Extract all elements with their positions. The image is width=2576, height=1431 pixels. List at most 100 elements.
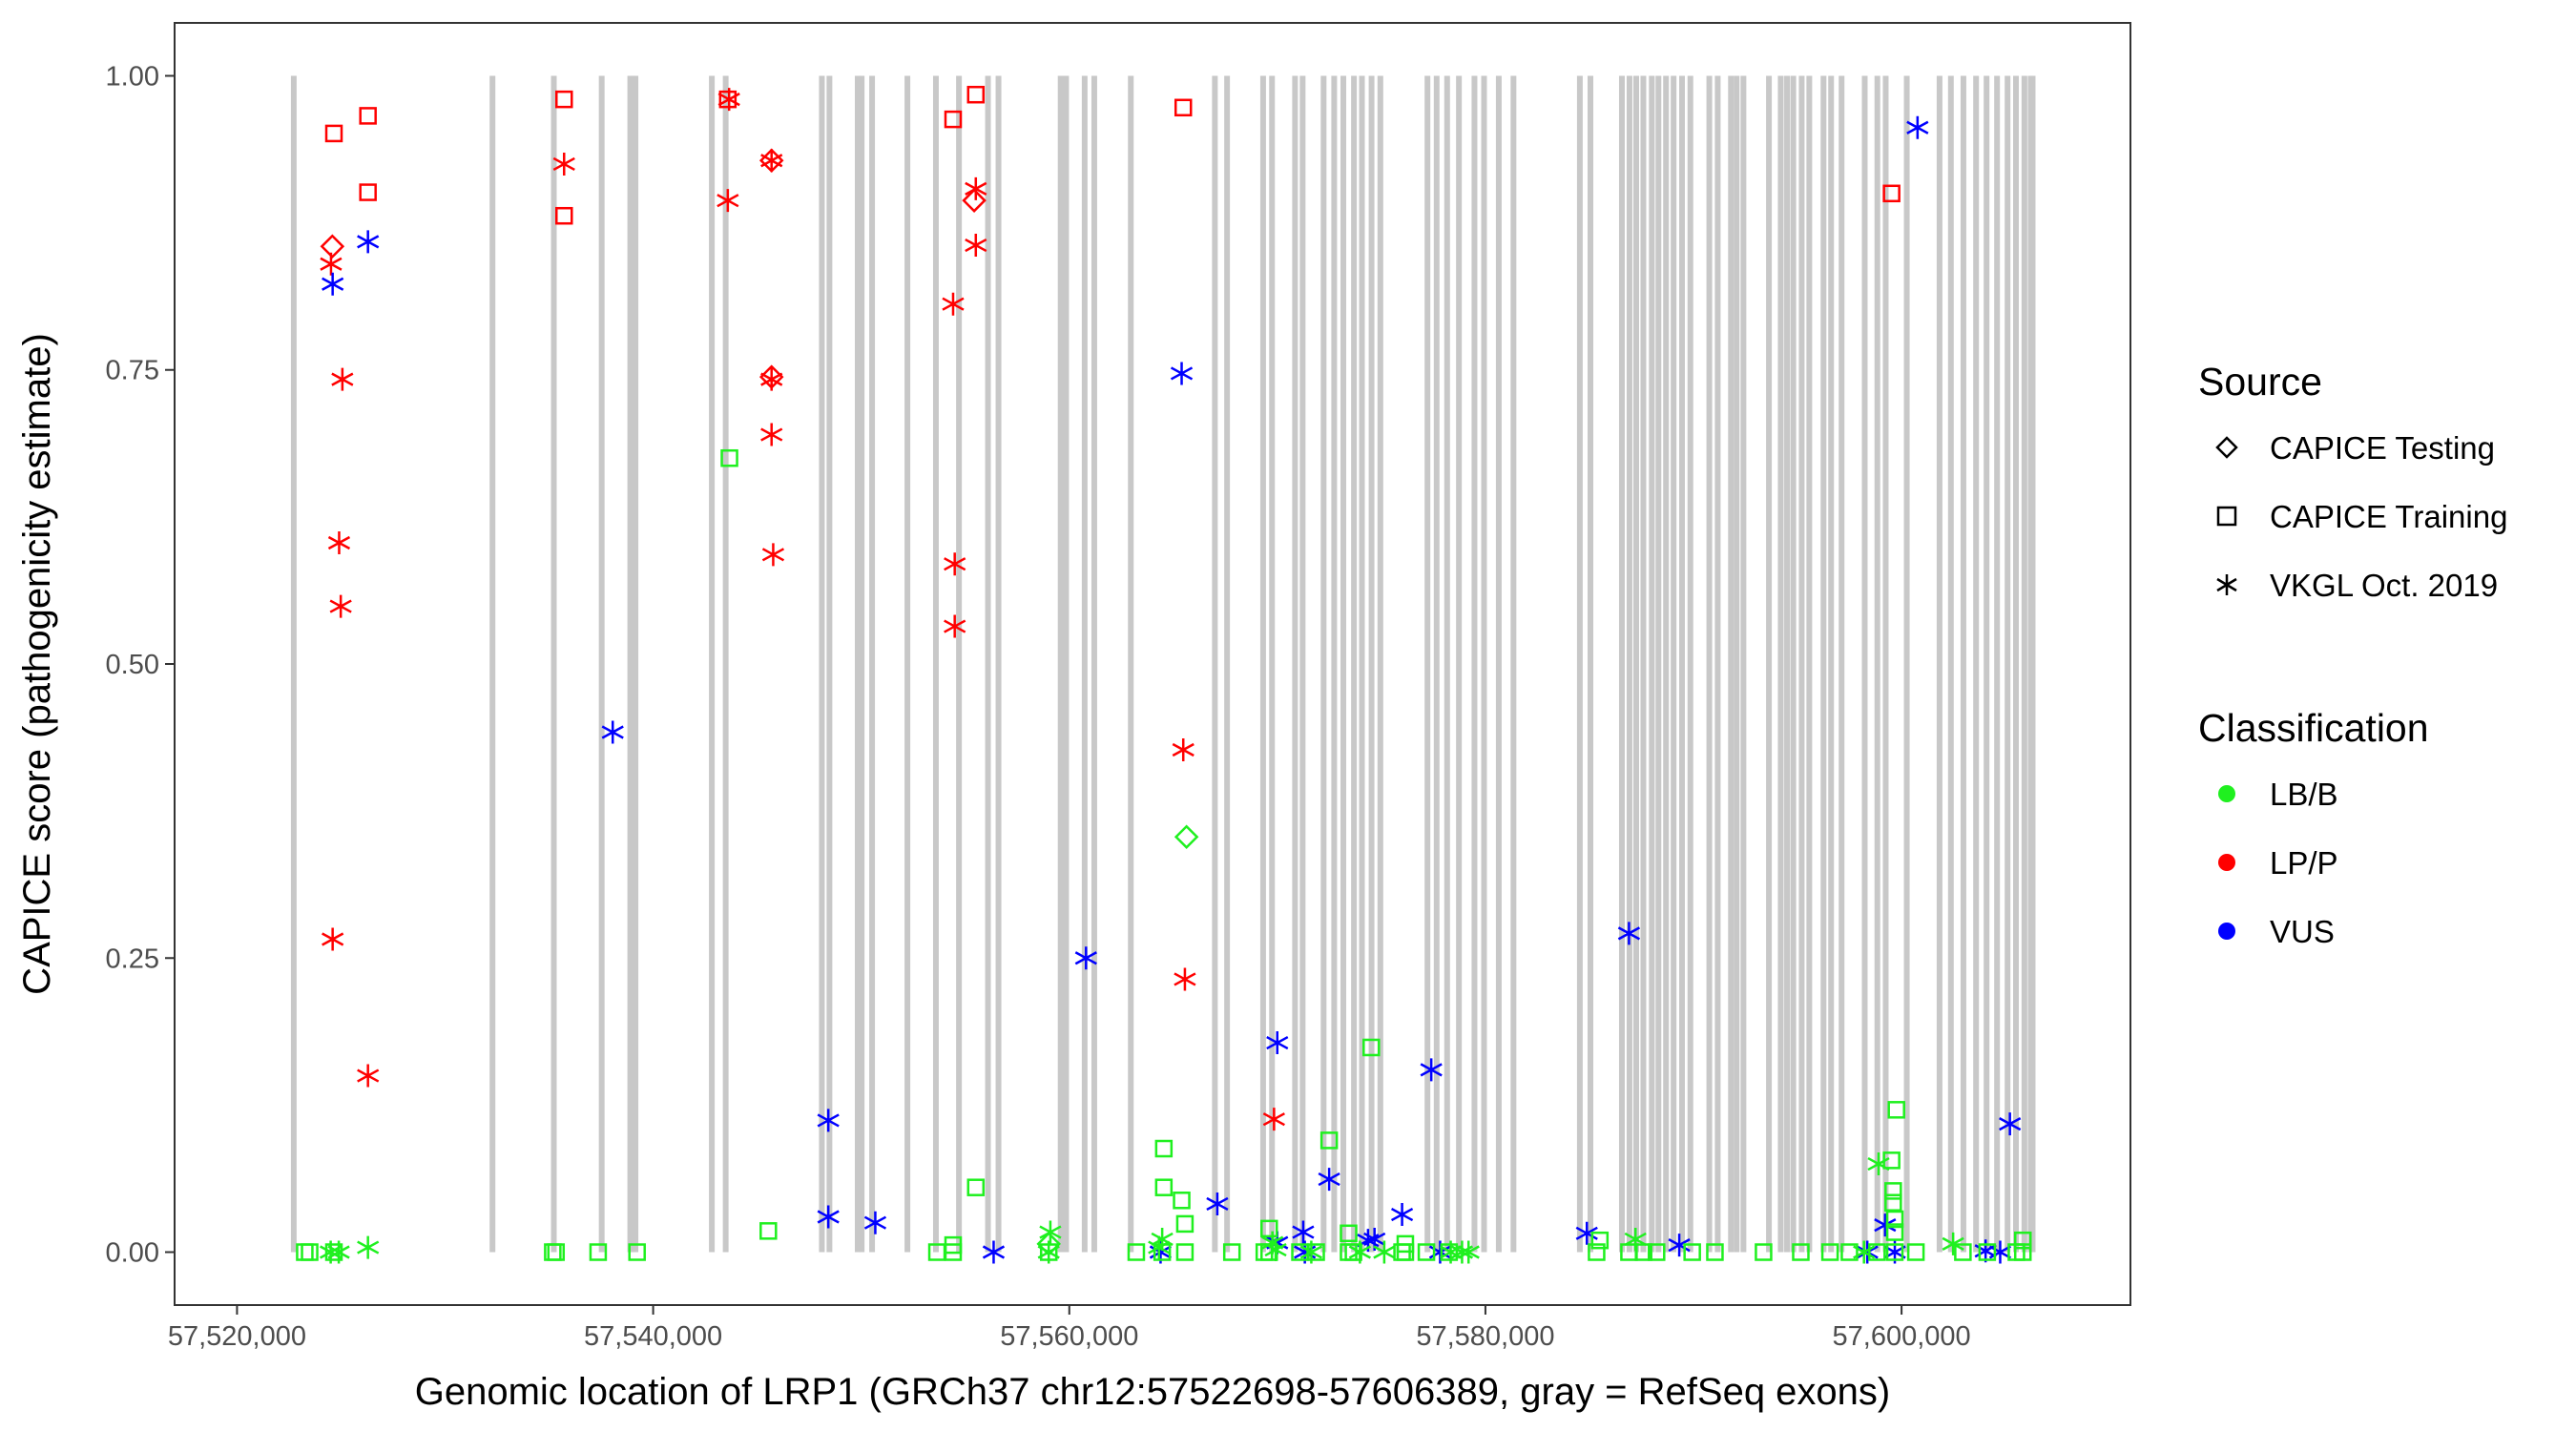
y-tick-label: 1.00: [106, 61, 159, 92]
exon-bar: [551, 75, 557, 1253]
data-point-asterisk: [331, 367, 354, 391]
data-point-square: [2013, 1243, 2032, 1261]
exon-bar: [1633, 75, 1640, 1253]
exon-bar: [1839, 75, 1845, 1253]
data-point-square: [1175, 1243, 1195, 1261]
data-point-square: [1590, 1231, 1610, 1250]
data-point-square: [1175, 1214, 1195, 1234]
data-point-square: [718, 90, 737, 109]
exon-bar: [1820, 75, 1827, 1253]
data-point-asterisk: [322, 272, 344, 296]
data-point-asterisk: [1575, 1221, 1598, 1245]
data-point-square: [1840, 1243, 1859, 1261]
legend-label: LP/P: [2270, 845, 2338, 881]
data-point-square: [1706, 1243, 1724, 1261]
exon-bar: [1377, 75, 1383, 1253]
data-point-asterisk: [982, 1240, 1006, 1264]
exon-bar: [1433, 75, 1440, 1253]
exon-bar: [1828, 75, 1835, 1253]
data-point-asterisk: [1999, 1112, 2022, 1136]
legend-label: VKGL Oct. 2019: [2270, 568, 2498, 603]
exon-bar: [869, 75, 876, 1253]
y-axis-title: CAPICE score (pathogenicity estimate): [16, 333, 58, 995]
data-point-square: [547, 1243, 566, 1261]
data-point-square: [1396, 1234, 1415, 1254]
x-tick-label: 57,520,000: [168, 1321, 306, 1352]
data-point-asterisk: [1420, 1058, 1443, 1082]
data-point-square: [1222, 1243, 1241, 1261]
exon-bar: [1740, 75, 1747, 1253]
data-point-asterisk: [329, 594, 352, 618]
legend-label: LB/B: [2270, 777, 2338, 812]
data-point-asterisk: [1942, 1232, 1964, 1255]
data-point-asterisk: [1292, 1220, 1315, 1244]
data-point-asterisk: [1348, 1240, 1371, 1264]
exon-bar: [1798, 75, 1805, 1253]
data-point-asterisk: [1318, 1168, 1340, 1192]
data-point-square: [1885, 1210, 1904, 1229]
data-point-asterisk: [1037, 1240, 1060, 1264]
exon-bar: [1424, 75, 1431, 1253]
exon-bar: [1471, 75, 1478, 1253]
exon-bar: [1766, 75, 1773, 1253]
exon-layer: [290, 75, 2036, 1253]
exon-bar: [1973, 75, 1980, 1253]
exon-bar: [859, 75, 865, 1253]
exon-bar: [1679, 75, 1686, 1253]
exon-bar: [1640, 75, 1647, 1253]
exon-bar: [1874, 75, 1880, 1253]
data-point-square: [1417, 1243, 1436, 1261]
points-layer: [296, 85, 2032, 1264]
exon-bar: [290, 75, 297, 1253]
data-point-asterisk: [760, 149, 783, 173]
data-point-square: [2013, 1231, 2032, 1250]
legend-item-capice-training: CAPICE Training: [2216, 499, 2507, 534]
exon-bar: [1495, 75, 1502, 1253]
legend-class-title: Classification: [2198, 706, 2429, 750]
exon-bar: [1444, 75, 1450, 1253]
data-point-square: [301, 1243, 319, 1261]
red-dot-icon: [2218, 854, 2235, 871]
data-point-asterisk: [1074, 946, 1097, 970]
data-point-asterisk: [760, 367, 783, 391]
data-point-asterisk: [942, 292, 965, 316]
exon-bar: [489, 75, 496, 1253]
data-point-diamond: [1174, 824, 1199, 850]
exon-bar: [598, 75, 605, 1253]
data-point-asterisk: [944, 614, 966, 638]
exon-bar: [1259, 75, 1266, 1253]
data-point-square: [1319, 1131, 1339, 1150]
exon-bar: [904, 75, 911, 1253]
exon-bar: [932, 75, 939, 1253]
data-point-square: [759, 1222, 778, 1240]
data-point-square: [966, 1178, 986, 1196]
data-point-asterisk: [1172, 738, 1195, 762]
exon-bar: [1299, 75, 1306, 1253]
exon-bar: [995, 75, 1002, 1253]
exon-bar: [1269, 75, 1276, 1253]
exon-bar: [1649, 75, 1655, 1253]
data-point-square: [1885, 1223, 1904, 1241]
legend-item-vkgl: VKGL Oct. 2019: [2216, 568, 2498, 603]
exon-bar: [1510, 75, 1517, 1253]
data-point-square: [359, 107, 377, 125]
exon-bar: [1947, 75, 1954, 1253]
legend-source-title: Source: [2198, 360, 2322, 404]
exon-bar: [1456, 75, 1463, 1253]
data-point-asterisk: [1457, 1240, 1480, 1264]
data-point-square: [1154, 1178, 1174, 1196]
data-point-asterisk: [1039, 1220, 1062, 1244]
data-point-square: [1885, 1243, 1904, 1261]
data-point-asterisk: [1668, 1234, 1691, 1257]
x-tick-label: 57,580,000: [1416, 1321, 1554, 1352]
data-point-square: [1307, 1243, 1325, 1261]
exon-bar: [1784, 75, 1791, 1253]
exon-bar: [2013, 75, 2020, 1253]
data-point-square: [1882, 184, 1901, 203]
y-tick-label: 0.00: [106, 1238, 159, 1269]
data-point-asterisk: [817, 1205, 840, 1229]
exon-bar: [1960, 75, 1966, 1253]
exon-bar: [1091, 75, 1097, 1253]
data-point-asterisk: [760, 423, 783, 446]
